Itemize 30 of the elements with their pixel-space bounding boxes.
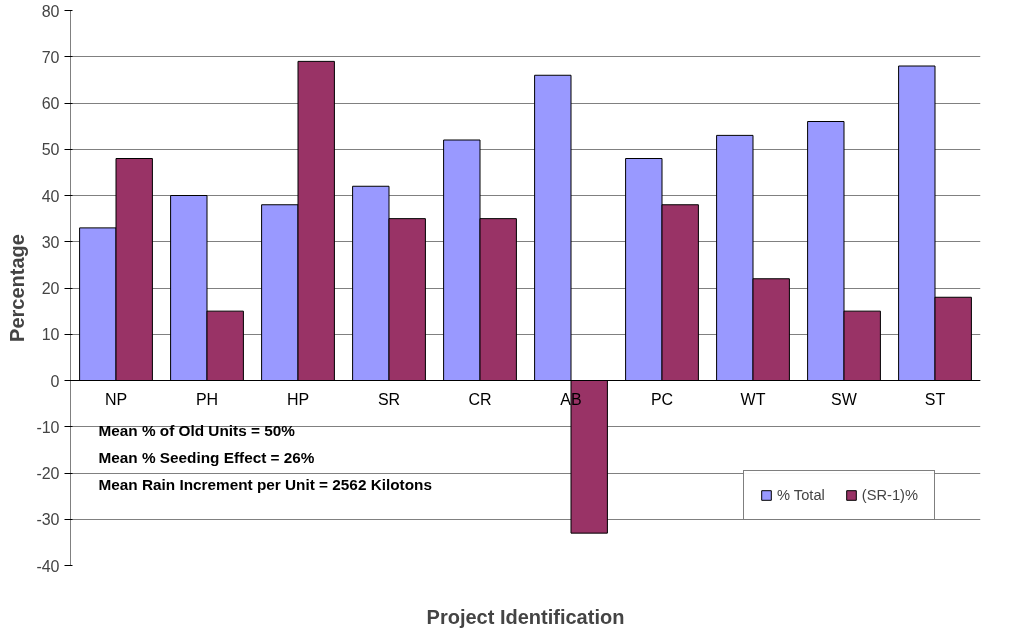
y-tick-label: -30 <box>36 511 60 529</box>
y-tick-label: 40 <box>41 187 60 205</box>
x-tick-label: SW <box>831 390 858 408</box>
y-tick-label: 80 <box>41 2 60 20</box>
x-tick-label: SR <box>377 390 401 408</box>
x-tick-label: AB <box>560 390 582 408</box>
x-tick-label: PH <box>195 390 219 408</box>
legend-label: % Total <box>777 487 825 503</box>
y-tick-label: 70 <box>41 48 60 66</box>
x-tick-label: WT <box>740 390 766 408</box>
annotation: Mean % Seeding Effect = 26% <box>98 449 315 466</box>
y-tick-label: -40 <box>36 557 60 575</box>
y-tick-label: 50 <box>41 141 60 159</box>
x-tick-label: PC <box>650 390 674 408</box>
legend-label: (SR-1)% <box>861 487 918 503</box>
y-axis-title: Percentage <box>6 234 29 342</box>
y-tick-label: 20 <box>41 280 60 297</box>
y-tick-label: 0 <box>50 372 60 390</box>
annotation: Mean % of Old Units = 50% <box>98 422 296 439</box>
y-tick-label: 10 <box>41 326 60 344</box>
x-tick-label: NP <box>104 390 128 408</box>
y-tick-label: -10 <box>36 418 60 436</box>
x-tick-label: ST <box>924 390 946 408</box>
x-tick-label: CR <box>468 390 492 408</box>
x-axis-title: Project Identification <box>426 605 625 628</box>
y-tick-label: 30 <box>41 233 60 251</box>
y-tick-label: 60 <box>41 95 60 112</box>
annotation: Mean Rain Increment per Unit = 2562 Kilotons <box>98 476 432 493</box>
x-tick-label: HP <box>286 390 310 408</box>
y-tick-label: -20 <box>36 465 60 482</box>
